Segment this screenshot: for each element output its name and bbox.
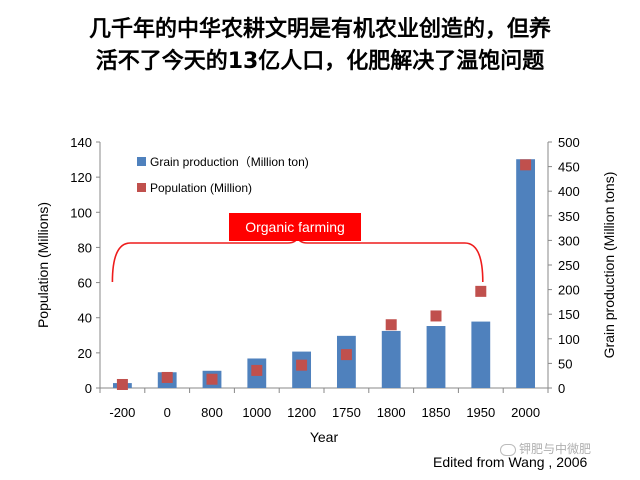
x-tick-label: 1800	[377, 405, 406, 420]
right-tick-label: 350	[558, 209, 580, 224]
x-tick-label: 800	[201, 405, 223, 420]
source-credit: Edited from Wang , 2006	[433, 454, 588, 470]
title-line-2: 活不了今天的13亿人口，化肥解决了温饱问题	[95, 49, 545, 74]
left-tick-label: 20	[78, 346, 92, 361]
x-tick-label: 1200	[287, 405, 316, 420]
grain-bar	[381, 330, 401, 388]
right-tick-label: 500	[558, 135, 580, 150]
grain-bar	[426, 326, 446, 388]
x-axis-title: Year	[310, 429, 339, 445]
left-tick-label: 140	[70, 135, 92, 150]
y-axis-title-right: Grain production (Million tons)	[601, 172, 617, 359]
left-tick-label: 80	[78, 240, 92, 255]
right-tick-label: 200	[558, 283, 580, 298]
population-marker	[340, 349, 352, 361]
left-tick-label: 100	[70, 205, 92, 220]
right-tick-label: 250	[558, 258, 580, 273]
x-tick-label: 1000	[242, 405, 271, 420]
legend-label-population: Population (Million)	[150, 181, 252, 195]
right-tick-label: 0	[558, 381, 565, 396]
grain-bar	[516, 159, 536, 388]
population-marker	[206, 373, 218, 385]
right-tick-label: 450	[558, 160, 580, 175]
watermark: 钾肥与中微肥	[500, 440, 591, 457]
x-tick-label: 1950	[466, 405, 495, 420]
right-tick-label: 400	[558, 184, 580, 199]
right-tick-label: 50	[558, 356, 572, 371]
population-marker	[116, 378, 128, 390]
legend-swatch-population	[137, 183, 146, 192]
legend-swatch-grain	[137, 157, 146, 166]
population-marker	[161, 371, 173, 383]
population-marker	[520, 159, 532, 171]
legend-label-grain: Grain production（Million ton)	[150, 155, 309, 169]
population-marker	[430, 310, 442, 322]
left-tick-label: 60	[78, 276, 92, 291]
organic-farming-brace	[111, 234, 484, 283]
left-tick-label: 120	[70, 170, 92, 185]
watermark-text: 钾肥与中微肥	[519, 442, 592, 456]
wechat-icon	[500, 443, 516, 456]
population-marker	[385, 319, 397, 331]
x-tick-label: 2000	[511, 405, 540, 420]
x-tick-label: 0	[164, 405, 171, 420]
right-tick-label: 300	[558, 233, 580, 248]
organic-farming-label: Organic farming	[245, 219, 345, 235]
left-tick-label: 0	[85, 381, 92, 396]
right-tick-label: 100	[558, 332, 580, 347]
x-tick-label: 1850	[422, 405, 451, 420]
y-axis-title-left: Population (Millions)	[35, 202, 51, 328]
population-marker	[251, 364, 263, 376]
title-line-1: 几千年的中华农耕文明是有机农业创造的，但养	[88, 17, 551, 42]
grain-bar	[336, 335, 356, 388]
population-marker	[475, 285, 487, 297]
organic-farming-label-box	[229, 213, 361, 241]
left-tick-label: 40	[78, 311, 92, 326]
population-marker	[296, 359, 308, 371]
slide-title: 几千年的中华农耕文明是有机农业创造的，但养 活不了今天的13亿人口，化肥解决了温…	[0, 14, 640, 78]
x-tick-label: 1750	[332, 405, 361, 420]
grain-bar	[471, 321, 491, 388]
x-tick-label: -200	[109, 405, 135, 420]
right-tick-label: 150	[558, 307, 580, 322]
